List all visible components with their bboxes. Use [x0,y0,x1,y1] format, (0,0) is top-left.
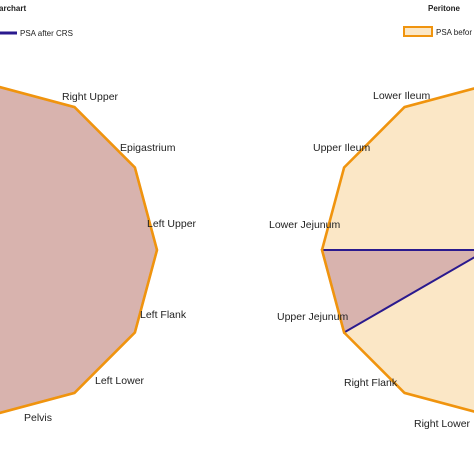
left-chart-title: archart [0,4,26,13]
right-radar-series [320,87,474,413]
axis-label-epigastrium: Epigastrium [120,142,176,154]
axis-label-lower-jejunum: Lower Jejunum [269,219,340,231]
right-legend-label: PSA befor [436,28,472,37]
axis-label-right-flank: Right Flank [344,377,398,389]
axis-label-right-lower: Right Lower [414,418,471,430]
series-before-outline [0,85,159,415]
axis-label-pelvis: Pelvis [24,412,52,424]
right-legend-swatch [403,26,433,37]
right-radar-chart: Peritone PSA befor Lower Ileum Upper Ile… [269,4,474,430]
left-legend-label: PSA after CRS [20,29,73,38]
left-axis-labels: Right Upper Epigastrium Left Upper Left … [24,91,197,424]
series-after-area [0,86,159,414]
axis-label-upper-ileum: Upper Ileum [313,142,370,154]
axis-label-upper-jejunum: Upper Jejunum [277,311,348,323]
axis-label-left-flank: Left Flank [140,309,187,321]
axis-label-lower-ileum: Lower Ileum [373,90,430,102]
left-radar-chart: archart PSA after CRS Right Upper Epigas… [0,4,197,424]
axis-label-right-upper: Right Upper [62,91,119,103]
axis-label-left-upper: Left Upper [147,218,197,230]
right-axis-labels: Lower Ileum Upper Ileum Lower Jejunum Up… [269,90,471,430]
axis-label-left-lower: Left Lower [95,375,145,387]
series-before-outline [320,87,474,413]
right-chart-title: Peritone [428,4,461,13]
left-radar-series [0,85,159,415]
